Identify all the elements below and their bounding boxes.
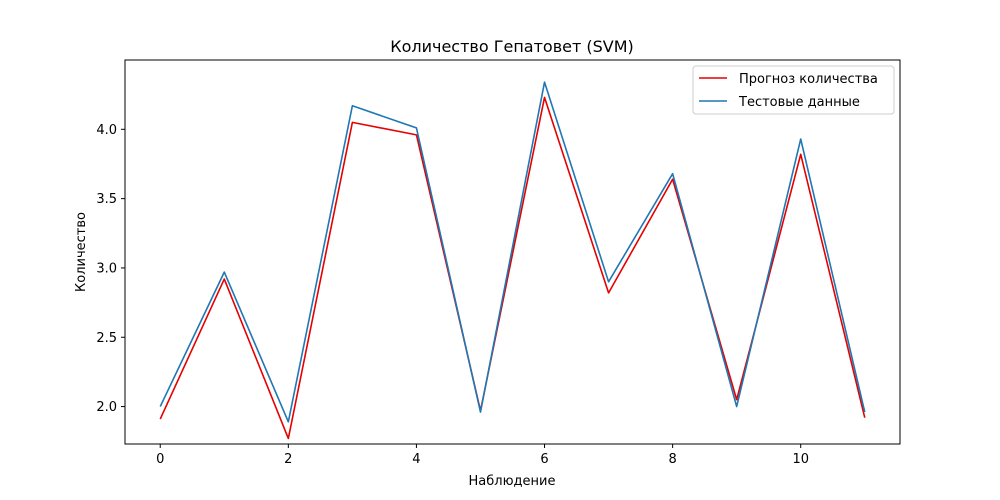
x-tick-label: 10 [792, 452, 809, 467]
x-axis-label: Наблюдение [469, 474, 556, 489]
x-tick-label: 2 [284, 452, 292, 467]
chart-title: Количество Гепатовет (SVM) [390, 37, 634, 56]
x-tick-label: 0 [156, 452, 164, 467]
y-tick-label: 4.0 [96, 123, 117, 138]
y-tick-label: 3.0 [96, 261, 117, 276]
legend: Прогноз количества Тестовые данные [692, 65, 895, 115]
x-tick-label: 6 [540, 452, 548, 467]
y-tick-label: 3.5 [96, 192, 117, 207]
plot-frame [124, 59, 901, 445]
x-tick-label: 4 [412, 452, 420, 467]
legend-entry-label: Прогноз количества [739, 72, 878, 87]
y-tick-label: 2.5 [96, 331, 117, 346]
series-line-2 [159, 81, 866, 423]
plot-area: 0 2 4 6 8 10 2.0 2.5 3.0 3.5 4.0 [96, 81, 866, 467]
legend-box [692, 65, 895, 115]
legend-entry-label: Тестовые данные [738, 95, 860, 110]
y-axis-label: Количество [74, 212, 89, 292]
y-tick-label: 2.0 [96, 400, 117, 415]
x-tick-label: 8 [668, 452, 676, 467]
